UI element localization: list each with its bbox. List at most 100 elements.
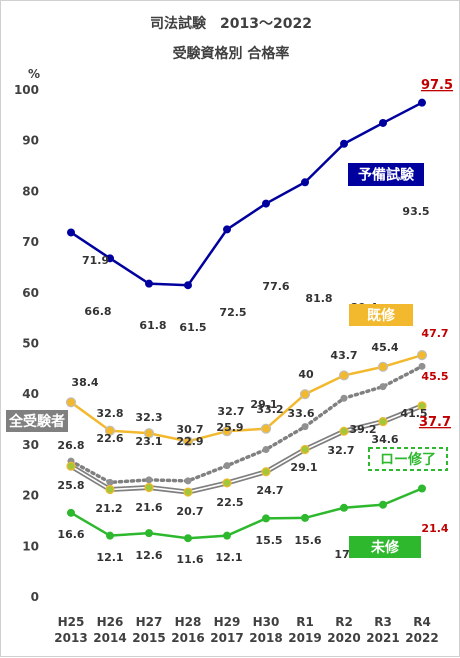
series-badge-label: 既修 bbox=[367, 307, 396, 324]
x-tick-label-year: 2022 bbox=[405, 631, 438, 645]
data-point bbox=[221, 426, 233, 437]
data-point bbox=[300, 444, 310, 455]
x-tick-label-era: H27 bbox=[136, 615, 163, 629]
x-tick-label-year: 2021 bbox=[366, 631, 399, 645]
data-label: 45.5 bbox=[421, 370, 448, 383]
data-label: 71.9 bbox=[82, 254, 109, 267]
data-point bbox=[262, 514, 270, 523]
y-tick-label: 70 bbox=[22, 235, 39, 249]
data-label: 39.2 bbox=[349, 423, 376, 436]
series-badge-label: ロー修了 bbox=[380, 451, 436, 468]
data-point bbox=[340, 503, 348, 512]
data-point bbox=[182, 436, 194, 447]
x-tick-label-year: 2020 bbox=[327, 631, 360, 645]
data-label: 41.5 bbox=[400, 407, 427, 420]
data-label: 66.8 bbox=[84, 305, 111, 318]
data-point bbox=[222, 478, 232, 488]
data-label: 24.7 bbox=[256, 484, 283, 497]
data-point bbox=[106, 254, 114, 263]
data-point bbox=[418, 98, 426, 107]
y-tick-label: 40 bbox=[22, 387, 39, 401]
data-point bbox=[145, 279, 153, 288]
data-label: 25.8 bbox=[57, 479, 84, 492]
y-tick-label: 30 bbox=[22, 438, 39, 452]
data-label: 29.1 bbox=[250, 398, 277, 411]
data-label: 26.8 bbox=[57, 439, 84, 452]
series-badge-box bbox=[368, 447, 448, 471]
chart-subtitle: 受験資格別 合格率 bbox=[173, 45, 290, 62]
data-label: 22.5 bbox=[216, 496, 243, 509]
data-point bbox=[340, 394, 348, 402]
data-point bbox=[66, 461, 76, 471]
data-point bbox=[299, 389, 311, 400]
y-tick-label: 90 bbox=[22, 134, 39, 148]
data-point bbox=[223, 531, 231, 540]
y-tick-label: 0 bbox=[31, 590, 39, 604]
data-label: 37.7 bbox=[419, 415, 451, 430]
data-label: 32.7 bbox=[327, 444, 354, 457]
x-tick-label-year: 2016 bbox=[171, 631, 204, 645]
data-label: 38.4 bbox=[71, 376, 98, 389]
data-label: 32.8 bbox=[96, 407, 123, 420]
data-point bbox=[378, 416, 388, 427]
data-label: 32.3 bbox=[135, 411, 162, 424]
data-label: 30.7 bbox=[176, 423, 203, 436]
data-point bbox=[144, 482, 154, 493]
data-label: 72.5 bbox=[219, 306, 246, 319]
data-point bbox=[379, 118, 387, 127]
data-label: 45.4 bbox=[371, 341, 398, 354]
data-point bbox=[340, 139, 348, 148]
data-label: 61.5 bbox=[179, 321, 206, 334]
x-tick-label-year: 2018 bbox=[249, 631, 282, 645]
y-axis-unit: % bbox=[28, 67, 40, 81]
x-tick-label-era: H30 bbox=[253, 615, 280, 629]
data-label: 21.6 bbox=[135, 501, 162, 514]
data-point bbox=[184, 477, 192, 485]
data-label: 29.1 bbox=[290, 461, 317, 474]
y-tick-label: 10 bbox=[22, 539, 39, 553]
x-tick-label-era: R1 bbox=[296, 615, 314, 629]
data-label: 61.8 bbox=[139, 319, 166, 332]
data-point bbox=[261, 467, 271, 477]
data-point bbox=[379, 500, 387, 509]
data-point bbox=[65, 397, 77, 408]
y-tick-label: 80 bbox=[22, 184, 39, 198]
x-tick-label-year: 2015 bbox=[132, 631, 165, 645]
data-point bbox=[416, 350, 428, 361]
data-point bbox=[143, 428, 155, 439]
x-tick-label-era: H26 bbox=[97, 615, 124, 629]
data-label: 15.6 bbox=[294, 534, 321, 547]
data-point bbox=[184, 534, 192, 543]
x-tick-label-era: R4 bbox=[413, 615, 431, 629]
data-point bbox=[262, 445, 270, 453]
data-label: 22.6 bbox=[96, 432, 123, 445]
data-point bbox=[184, 281, 192, 290]
data-point bbox=[418, 484, 426, 493]
series-line-law-school-graduates-inner bbox=[70, 405, 423, 493]
data-label: 47.7 bbox=[421, 327, 448, 340]
data-label: 12.1 bbox=[215, 551, 242, 564]
x-tick-label-era: H29 bbox=[214, 615, 241, 629]
series-badge-box bbox=[6, 410, 68, 432]
series-line-0 bbox=[70, 101, 423, 287]
data-point bbox=[262, 199, 270, 208]
data-label: 20.7 bbox=[176, 505, 203, 518]
series-badge-box bbox=[349, 536, 421, 558]
y-tick-label: 50 bbox=[22, 337, 39, 351]
data-label: 22.9 bbox=[176, 435, 203, 448]
data-label: 33.6 bbox=[287, 407, 314, 420]
data-point bbox=[301, 423, 309, 431]
data-label: 33.2 bbox=[256, 403, 283, 416]
data-label: 12.1 bbox=[96, 551, 123, 564]
series-badge-box bbox=[349, 304, 413, 326]
series-line-4 bbox=[70, 487, 423, 540]
data-point bbox=[67, 228, 75, 237]
data-label: 97.5 bbox=[421, 78, 453, 93]
data-point bbox=[223, 462, 231, 470]
series-line-all-examinees bbox=[69, 364, 424, 485]
series-badge-label: 予備試験 bbox=[358, 167, 415, 184]
x-tick-label-year: 2014 bbox=[93, 631, 126, 645]
data-point bbox=[301, 178, 309, 187]
data-label: 81.8 bbox=[305, 292, 332, 305]
data-label: 21.4 bbox=[421, 522, 448, 535]
